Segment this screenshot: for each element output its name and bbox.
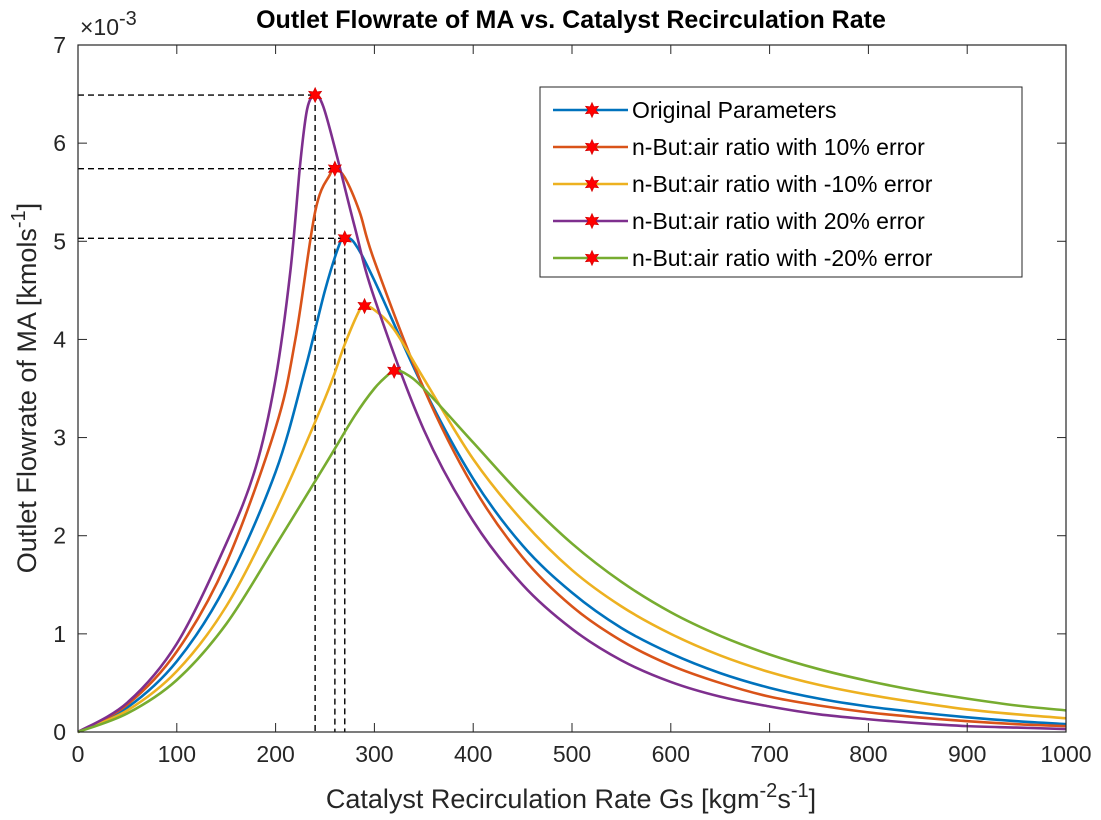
peak-marker-3: [307, 86, 323, 104]
series-line-4: [77, 369, 1067, 734]
series-line-1: [77, 167, 1067, 734]
legend-marker: [584, 249, 600, 267]
legend-marker: [584, 212, 600, 230]
x-tick-label: 300: [355, 741, 393, 767]
y-tick-label: 4: [53, 326, 66, 352]
legend-label: n-But:air ratio with -10% error: [632, 171, 933, 197]
x-axis-ticks: 0 100 200 300 400 500 600 700 800 900 1000: [72, 45, 1092, 767]
x-tick-label: 400: [454, 741, 492, 767]
y-tick-label: 6: [53, 130, 66, 156]
legend-box: [539, 86, 1023, 278]
y-multiplier: ×10-3: [80, 8, 137, 40]
x-axis-label: Catalyst Recirculation Rate Gs [kgm-2s-1…: [326, 780, 816, 814]
legend-label: n-But:air ratio with -20% error: [632, 245, 933, 271]
y-tick-label: 2: [53, 523, 66, 549]
legend-label: Original Parameters: [632, 97, 837, 123]
series-line-3: [77, 93, 1067, 734]
series-layer: [77, 93, 1067, 734]
legend-marker: [584, 175, 600, 193]
x-tick-label: 100: [158, 741, 196, 767]
y-axis-ticks: 0 1 2 3 4 5 6 7: [53, 32, 1066, 745]
peak-marker-1: [327, 160, 343, 177]
chart-title: Outlet Flowrate of MA vs. Catalyst Recir…: [256, 6, 886, 34]
y-tick-label: 0: [53, 719, 66, 745]
y-tick-label: 3: [53, 425, 66, 451]
legend-label: n-But:air ratio with 20% error: [632, 208, 925, 234]
x-tick-label: 1000: [1040, 741, 1091, 767]
legend-marker: [584, 138, 600, 156]
x-tick-label: 700: [750, 741, 788, 767]
series-line-0: [77, 236, 1067, 734]
series-line-2: [77, 304, 1067, 734]
peak-markers: [307, 86, 402, 380]
legend-label: n-But:air ratio with 10% error: [632, 134, 925, 160]
peak-marker-2: [357, 297, 372, 315]
y-tick-label: 5: [53, 228, 66, 254]
peak-marker-4: [387, 362, 402, 380]
legend-marker: [584, 101, 600, 119]
x-tick-label: 900: [948, 741, 986, 767]
x-tick-label: 800: [849, 741, 887, 767]
x-tick-label: 600: [652, 741, 690, 767]
y-tick-label: 1: [53, 621, 66, 647]
x-tick-label: 0: [72, 741, 85, 767]
peak-marker-0: [337, 230, 352, 247]
legend: Original Parameters n-But:air ratio with …: [539, 86, 1023, 278]
x-tick-label: 200: [256, 741, 294, 767]
x-tick-label: 500: [553, 741, 591, 767]
y-tick-label: 7: [53, 32, 66, 58]
y-axis-label: Outlet Flowrate of MA [kmols-1]: [8, 203, 42, 573]
